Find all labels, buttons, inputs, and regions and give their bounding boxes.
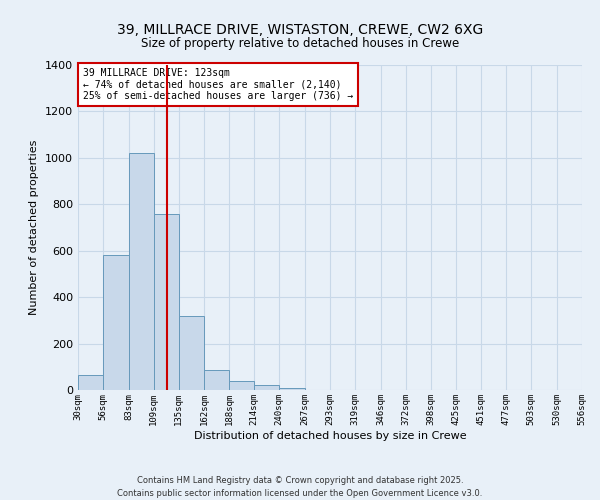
Bar: [254, 386, 279, 390]
Y-axis label: Number of detached properties: Number of detached properties: [29, 140, 40, 315]
X-axis label: Distribution of detached houses by size in Crewe: Distribution of detached houses by size …: [194, 430, 466, 440]
Bar: [78, 375, 103, 390]
Text: Contains HM Land Registry data © Crown copyright and database right 2025.
Contai: Contains HM Land Registry data © Crown c…: [118, 476, 482, 498]
Bar: [205, 370, 229, 390]
Bar: [154, 214, 179, 390]
Bar: [179, 316, 205, 390]
Bar: [103, 256, 129, 390]
Bar: [279, 388, 305, 390]
Bar: [129, 153, 154, 390]
Text: 39, MILLRACE DRIVE, WISTASTON, CREWE, CW2 6XG: 39, MILLRACE DRIVE, WISTASTON, CREWE, CW…: [117, 22, 483, 36]
Text: Size of property relative to detached houses in Crewe: Size of property relative to detached ho…: [141, 38, 459, 51]
Text: 39 MILLRACE DRIVE: 123sqm
← 74% of detached houses are smaller (2,140)
25% of se: 39 MILLRACE DRIVE: 123sqm ← 74% of detac…: [83, 68, 353, 102]
Bar: [229, 381, 254, 390]
